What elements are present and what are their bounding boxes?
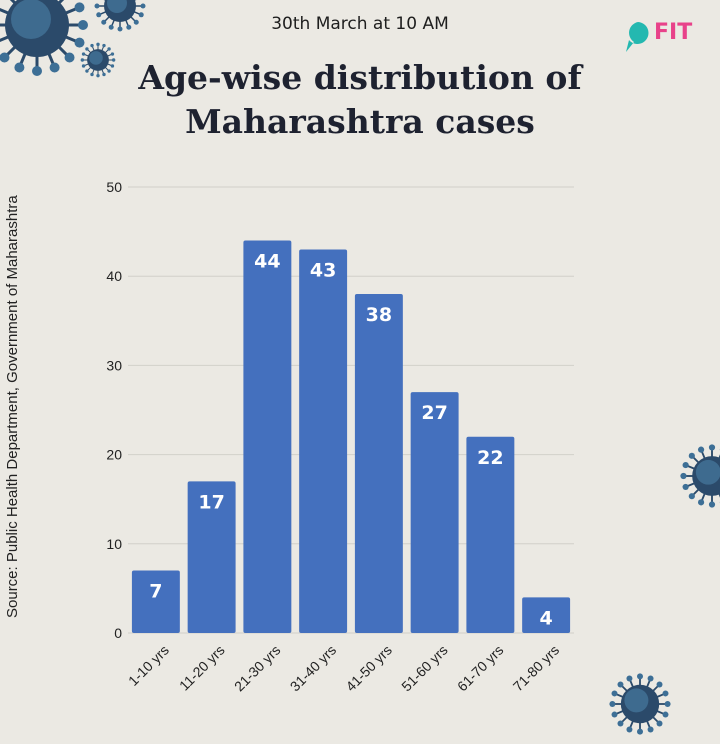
y-tick-label: 0 [114, 625, 122, 641]
data-label: 38 [366, 304, 392, 326]
data-label: 17 [198, 491, 224, 513]
bar [299, 249, 347, 633]
x-tick-label: 31-40 yrs [287, 642, 340, 695]
data-label: 7 [149, 581, 162, 603]
bar-chart: 0 10 20 30 40 50 7 1-10 yrs 17 11-20 yrs 44 21-30 y… [0, 0, 720, 720]
x-tick-label: 61-70 yrs [454, 642, 507, 695]
bar [243, 241, 291, 633]
bar [411, 392, 459, 633]
x-tick-label: 11-20 yrs [176, 642, 228, 694]
y-tick-label: 40 [106, 268, 122, 284]
x-tick-label: 51-60 yrs [398, 642, 451, 695]
y-tick-label: 20 [106, 447, 122, 463]
x-tick-label: 1-10 yrs [125, 642, 172, 689]
data-label: 4 [540, 607, 553, 629]
data-label: 22 [477, 447, 503, 469]
x-tick-label: 41-50 yrs [342, 642, 395, 695]
data-label: 44 [254, 251, 280, 273]
x-tick-label: 21-30 yrs [231, 642, 284, 695]
x-tick-label: 71-80 yrs [510, 642, 563, 695]
data-label: 43 [310, 259, 336, 281]
y-tick-label: 30 [106, 357, 122, 373]
bar [355, 294, 403, 633]
data-label: 27 [421, 402, 447, 424]
y-tick-label: 10 [106, 536, 122, 552]
y-tick-label: 50 [106, 179, 122, 195]
